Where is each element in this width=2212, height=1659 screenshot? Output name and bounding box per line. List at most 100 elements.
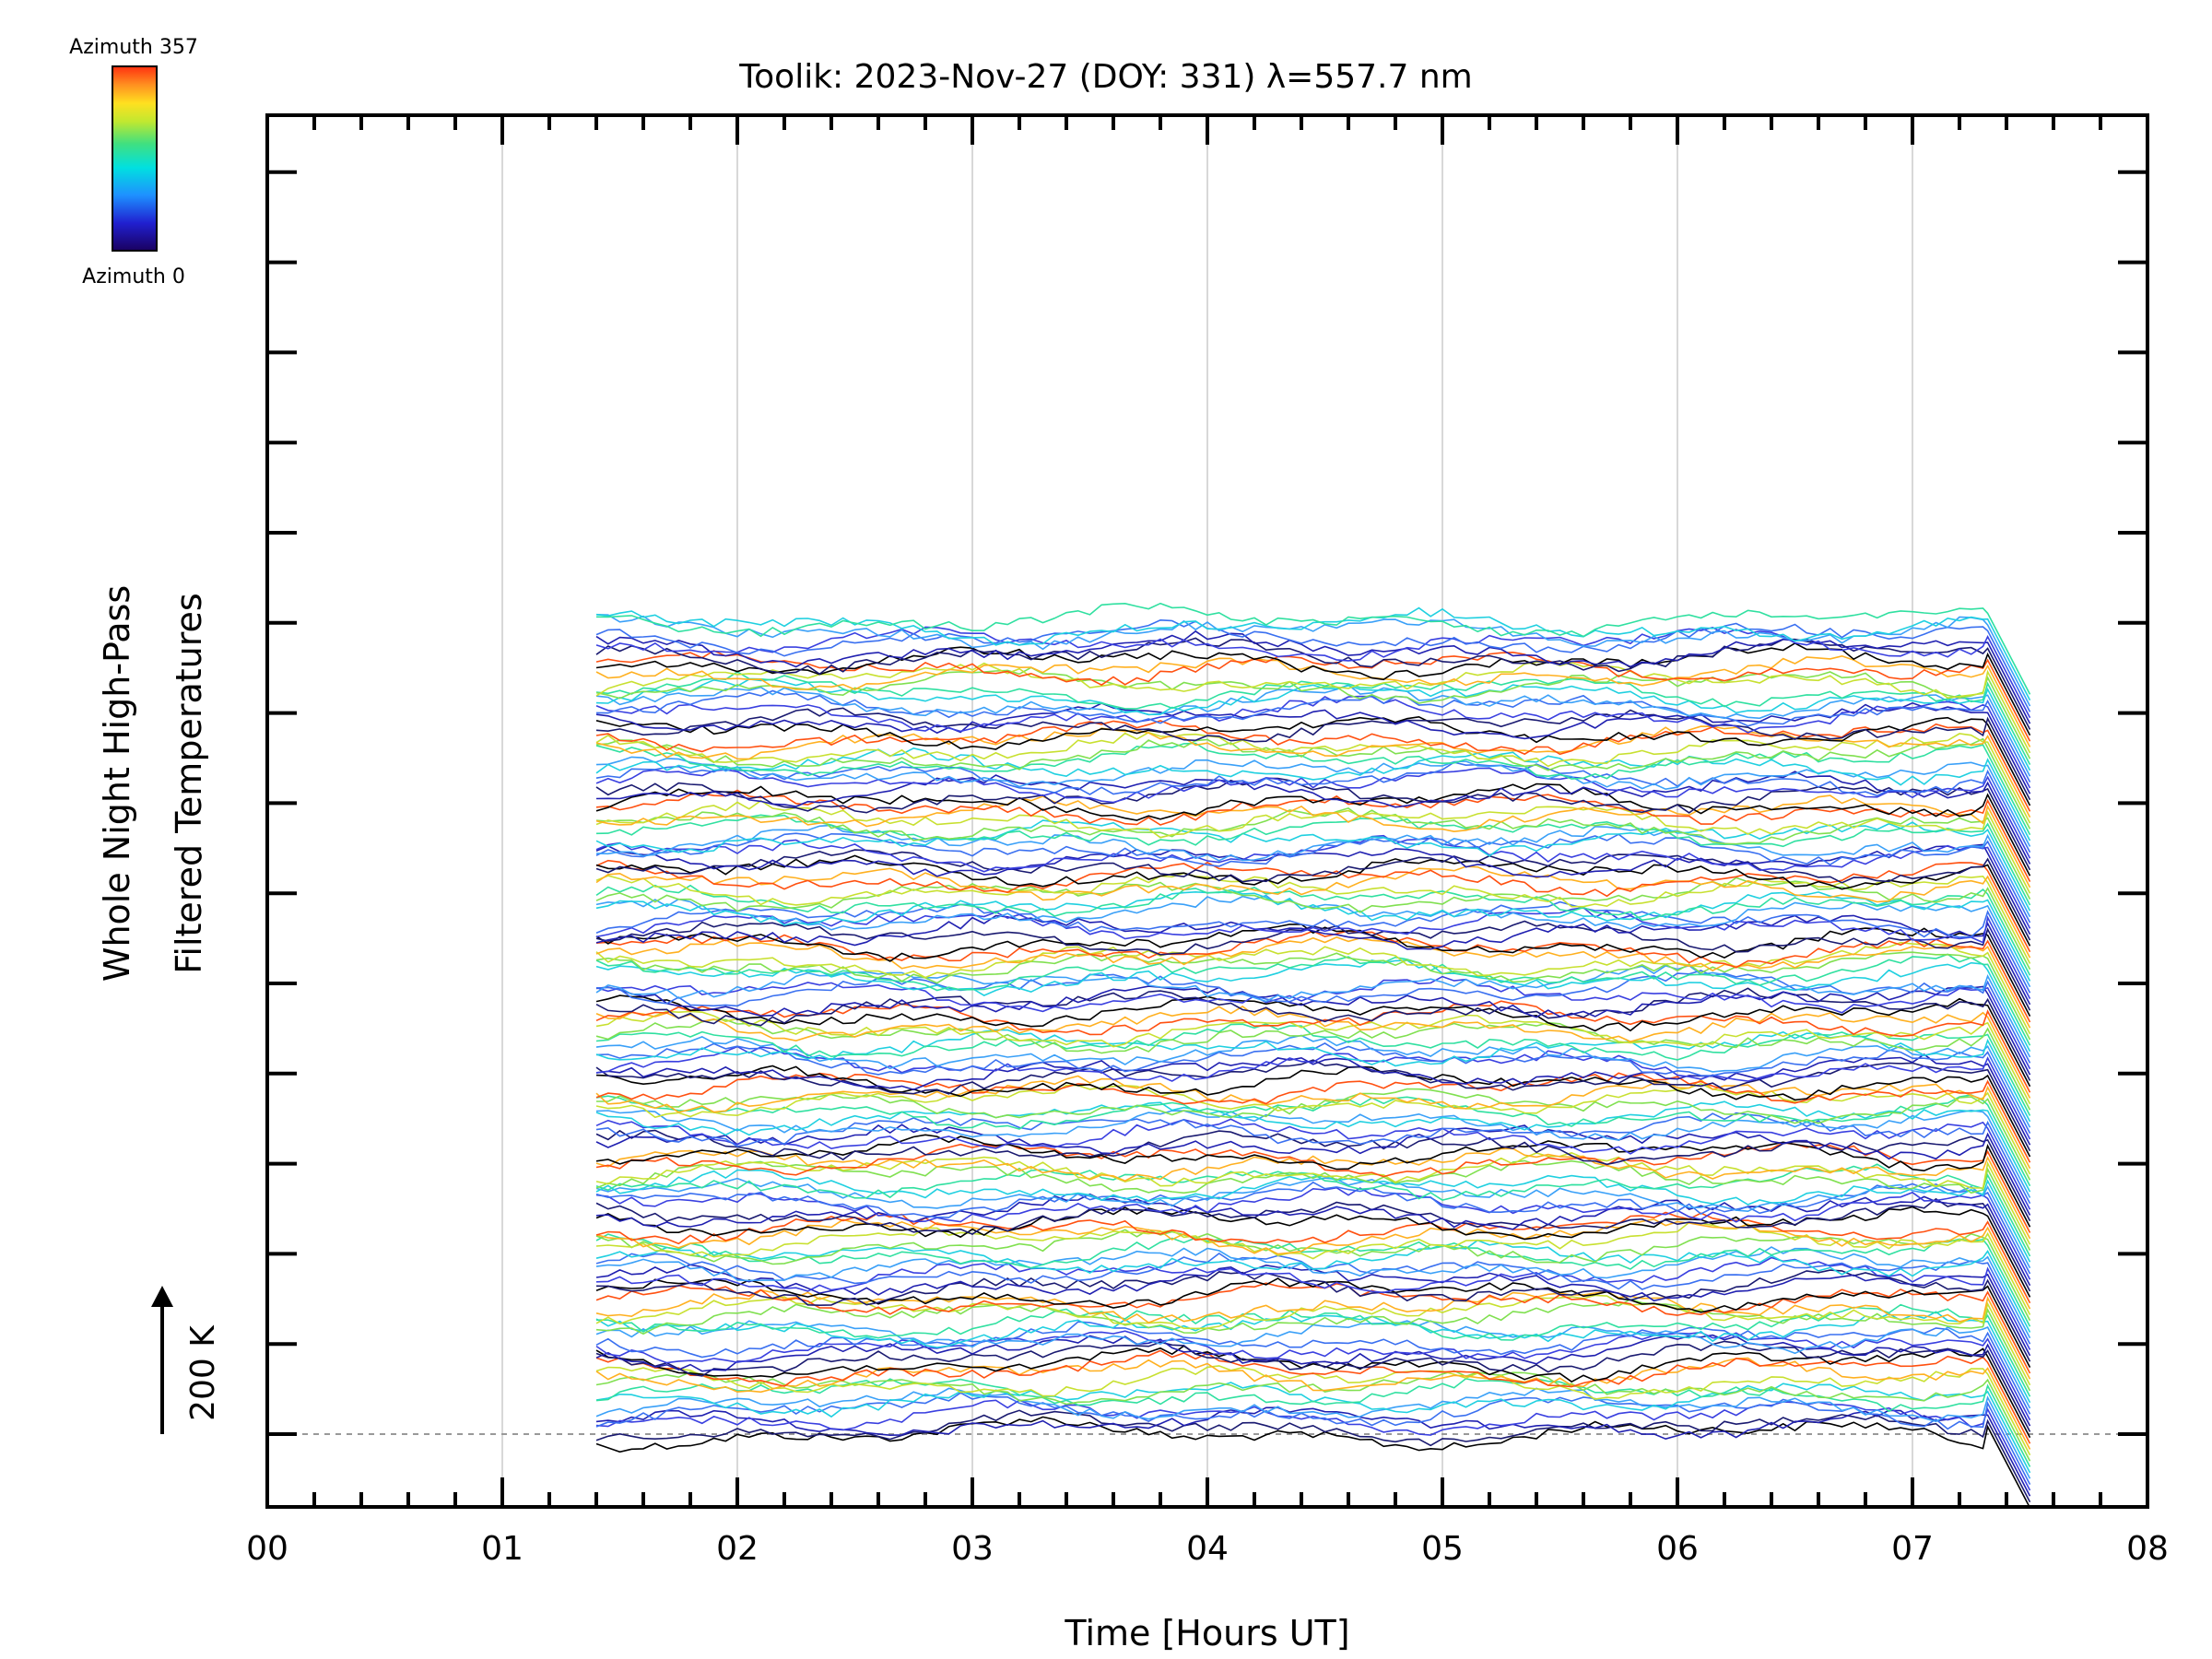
temperature-trace <box>595 1018 2031 1111</box>
temperature-trace <box>595 849 2031 941</box>
temperature-trace <box>595 725 2031 818</box>
temperature-trace <box>595 951 2031 1041</box>
temperature-trace <box>595 1399 2031 1491</box>
x-tick-label: 06 <box>1656 1530 1699 1568</box>
temperature-trace <box>595 1006 2031 1099</box>
temperature-trace <box>595 1163 2031 1257</box>
temperature-trace <box>595 1349 2031 1444</box>
temperature-trace <box>595 1294 2031 1386</box>
x-tick-labels: 00 01 02 03 04 05 06 07 08 <box>246 1530 2169 1568</box>
temperature-trace <box>595 975 2031 1070</box>
temperature-trace <box>595 1264 2031 1357</box>
temperature-trace <box>595 865 2031 959</box>
temperature-trace <box>595 1406 2031 1497</box>
temperature-trace <box>595 1387 2031 1479</box>
x-tick-label: 08 <box>2126 1530 2169 1568</box>
temperature-trace <box>595 834 2031 929</box>
temperature-trace <box>595 987 2031 1081</box>
temperature-trace <box>595 715 2031 806</box>
temperature-trace <box>595 1320 2031 1409</box>
temperature-trace <box>595 1321 2031 1415</box>
temperature-trace <box>595 1193 2031 1287</box>
temperature-trace <box>595 1416 2030 1507</box>
temperature-trace <box>595 1206 2031 1298</box>
temperature-trace <box>595 1118 2031 1210</box>
temperature-trace <box>595 1218 2031 1310</box>
temperature-trace <box>595 1023 2031 1116</box>
chart-title: Toolik: 2023-Nov-27 (DOY: 331) λ=557.7 n… <box>738 58 1472 96</box>
colorbar <box>112 65 158 252</box>
temperature-trace <box>595 1365 2031 1456</box>
x-tick-label: 04 <box>1186 1530 1229 1568</box>
x-tick-label: 00 <box>246 1530 288 1568</box>
temperature-trace <box>595 678 2031 771</box>
temperature-trace <box>595 1124 2031 1216</box>
temperature-trace <box>595 807 2031 900</box>
x-axis-label: Time [Hours UT] <box>1064 1613 1349 1653</box>
temperature-trace <box>595 1269 2031 1362</box>
temperature-trace <box>595 1197 2031 1292</box>
temperature-trace <box>595 953 2031 1046</box>
temperature-trace <box>595 670 2031 765</box>
temperature-trace <box>595 1392 2031 1485</box>
temperature-trace <box>595 1357 2031 1450</box>
temperature-trace <box>595 1112 2031 1205</box>
temperature-trace <box>595 930 2031 1023</box>
temperature-trace <box>595 1053 2031 1146</box>
temperature-trace <box>595 1311 2031 1404</box>
temperature-trace <box>595 1142 2031 1233</box>
temperature-trace <box>595 994 2031 1088</box>
temperature-trace <box>595 936 2031 1029</box>
temperature-trace <box>595 641 2031 736</box>
temperature-trace <box>595 1147 2031 1240</box>
temperature-trace <box>595 742 2031 836</box>
y-axis-label-line1: Whole Night High-Pass <box>97 585 137 982</box>
scale-bar-label: 200 K <box>184 1324 222 1421</box>
temperature-trace <box>595 602 2031 695</box>
x-tick-label: 03 <box>951 1530 994 1568</box>
temperature-trace <box>595 872 2031 964</box>
temperature-trace <box>595 854 2031 947</box>
temperature-trace <box>595 959 2031 1053</box>
x-tick-label: 02 <box>716 1530 759 1568</box>
temperature-trace <box>595 747 2031 841</box>
temperature-trace <box>595 1129 2031 1222</box>
temperature-trace <box>595 799 2031 894</box>
temperature-trace <box>596 1303 2031 1397</box>
temperature-trace <box>595 970 2031 1064</box>
temperature-trace <box>595 877 2031 971</box>
temperature-trace <box>595 1072 2031 1163</box>
trace-group <box>595 602 2031 1507</box>
temperature-trace <box>595 666 2031 759</box>
temperature-trace <box>595 637 2031 730</box>
temperature-trace <box>595 920 2031 1011</box>
temperature-trace <box>595 1298 2031 1392</box>
temperature-trace <box>595 629 2031 724</box>
temperature-trace <box>596 1088 2031 1181</box>
temperature-trace <box>595 1151 2031 1245</box>
temperature-trace <box>595 660 2031 754</box>
temperature-trace <box>595 884 2031 976</box>
x-tick-label: 05 <box>1421 1530 1464 1568</box>
temperature-trace <box>595 606 2031 701</box>
temperature-trace <box>595 888 2031 982</box>
temperature-trace <box>595 1334 2031 1427</box>
temperature-trace <box>595 832 2031 924</box>
temperature-trace <box>595 941 2031 1035</box>
temperature-trace <box>595 1370 2031 1462</box>
temperature-trace <box>595 737 2031 830</box>
temperature-trace <box>595 1377 2031 1467</box>
temperature-trace <box>595 1000 2031 1093</box>
temperature-trace <box>595 618 2031 712</box>
temperature-trace <box>595 650 2031 742</box>
temperature-trace <box>595 782 2031 877</box>
temperature-trace <box>595 900 2031 994</box>
temperature-trace <box>595 1109 2031 1198</box>
temperature-trace <box>595 626 2031 719</box>
temperature-trace <box>595 814 2031 906</box>
scale-arrow-head <box>151 1286 173 1307</box>
colorbar-bottom-label: Azimuth 0 <box>82 265 185 288</box>
temperature-trace <box>595 1010 2031 1105</box>
temperature-trace <box>595 1229 2031 1322</box>
